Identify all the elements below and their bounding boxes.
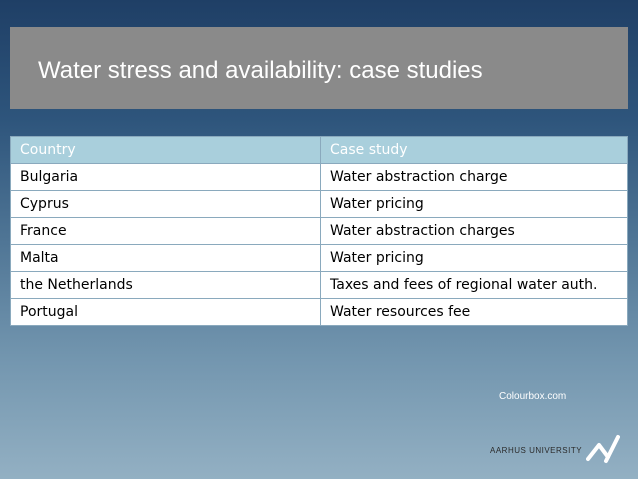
- table-row: France Water abstraction charges: [10, 217, 628, 245]
- country-cell: the Netherlands: [10, 271, 321, 299]
- country-cell: France: [10, 217, 321, 245]
- university-logo-icon: [586, 435, 620, 463]
- table-row: Bulgaria Water abstraction charge: [10, 163, 628, 191]
- country-cell: Portugal: [10, 298, 321, 326]
- header-case-study: Case study: [320, 136, 628, 164]
- table-row: Malta Water pricing: [10, 244, 628, 272]
- case-study-cell: Water resources fee: [320, 298, 628, 326]
- slide-title: Water stress and availability: case stud…: [38, 57, 483, 84]
- table-row: Cyprus Water pricing: [10, 190, 628, 218]
- case-study-table: Country Case study Bulgaria Water abstra…: [10, 136, 628, 326]
- title-bar: Water stress and availability: case stud…: [10, 27, 628, 109]
- table-header-row: Country Case study: [10, 136, 628, 164]
- table-row: the Netherlands Taxes and fees of region…: [10, 271, 628, 299]
- case-study-cell: Taxes and fees of regional water auth.: [320, 271, 628, 299]
- header-country: Country: [10, 136, 321, 164]
- image-credit: Colourbox.com: [499, 391, 567, 402]
- case-study-cell: Water pricing: [320, 244, 628, 272]
- country-cell: Bulgaria: [10, 163, 321, 191]
- country-cell: Cyprus: [10, 190, 321, 218]
- case-study-cell: Water abstraction charge: [320, 163, 628, 191]
- table-row: Portugal Water resources fee: [10, 298, 628, 326]
- country-cell: Malta: [10, 244, 321, 272]
- university-name: AARHUS UNIVERSITY: [490, 446, 583, 455]
- case-study-cell: Water pricing: [320, 190, 628, 218]
- case-study-cell: Water abstraction charges: [320, 217, 628, 245]
